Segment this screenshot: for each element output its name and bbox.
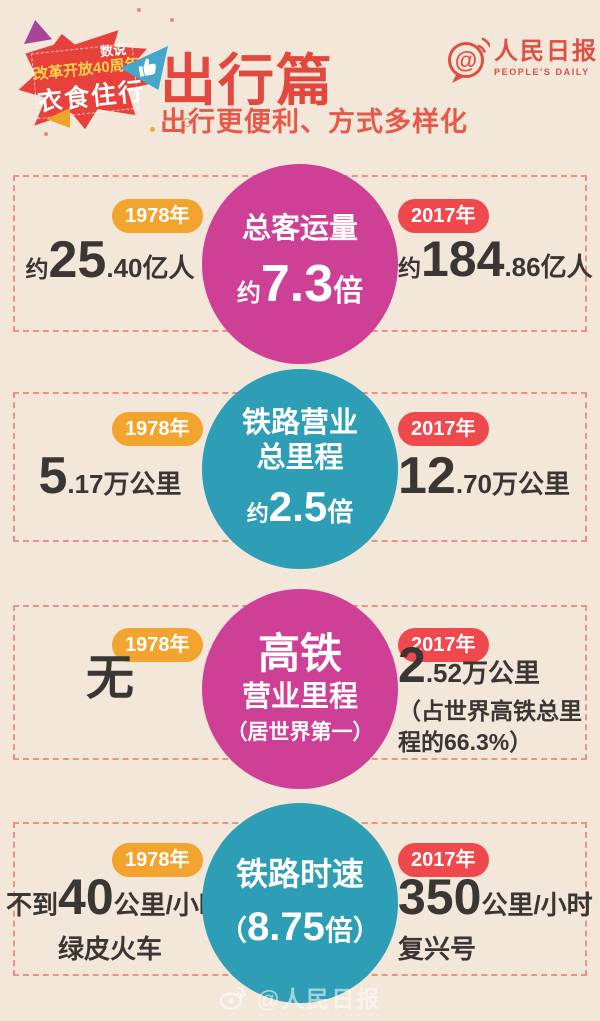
- value-unit: .40亿人: [106, 253, 195, 283]
- metric-subtitle: （居世界第一）: [226, 721, 374, 745]
- logo-subtitle: PEOPLE'S DAILY: [494, 67, 590, 77]
- value-prefix: 约: [398, 255, 421, 281]
- metric-circle-rail-speed: 铁路时速 （8.75倍）: [202, 803, 398, 1003]
- purple-triangle-icon: [24, 20, 52, 44]
- year-badge-1978: 1978年: [112, 412, 203, 446]
- page-title: 出行篇: [160, 49, 334, 112]
- value-2017: 2.52万公里 （占世界高铁总里 程的66.3%）: [398, 640, 588, 758]
- value-1978: 5.17万公里: [12, 450, 208, 502]
- value-note: （占世界高铁总里 程的66.3%）: [398, 698, 582, 756]
- value-unit: .52万公里: [425, 658, 540, 688]
- value-number: 5: [38, 447, 68, 505]
- year-badge-2017: 2017年: [398, 412, 489, 446]
- metric-title: 高铁: [257, 630, 342, 678]
- metric-title-line2: 营业里程: [241, 680, 358, 713]
- decor-dot: [44, 132, 48, 136]
- value-unit: .70万公里: [455, 469, 570, 499]
- value-2017: 约184.86亿人: [398, 234, 594, 284]
- value-number: 2: [398, 637, 426, 693]
- watermark: @人民日报: [0, 980, 600, 1014]
- value-1978: 不到40公里/小时 绿皮火车: [6, 869, 225, 964]
- at-bubble-icon: @: [448, 37, 490, 83]
- metric-circle-passenger-volume: 总客运量 约7.3倍: [202, 164, 398, 364]
- metric-title: 铁路时速: [235, 855, 364, 892]
- value-number: 12: [398, 447, 456, 505]
- watermark-text: @人民日报: [256, 986, 382, 1012]
- value-caption: 复兴号: [398, 934, 477, 964]
- value-unit: .17万公里: [67, 469, 182, 499]
- value-number: 350: [398, 869, 482, 925]
- value-unit: 公里/小时: [481, 890, 593, 920]
- logo-name: 人民日报: [494, 38, 598, 65]
- page-subtitle: 出行更便利、方式多样化: [160, 107, 468, 137]
- decor-dot: [150, 127, 155, 132]
- metric-ratio: 约7.3倍: [236, 255, 364, 314]
- metric-circle-hsr-mileage: 高铁 营业里程 （居世界第一）: [202, 589, 398, 789]
- value-prefix: 不到: [6, 890, 59, 920]
- value-number: 40: [58, 869, 114, 925]
- value-number: 184: [421, 231, 505, 287]
- svg-text:@: @: [455, 47, 477, 73]
- metric-title-line2: 总里程: [256, 441, 344, 474]
- decor-dot: [170, 18, 174, 22]
- metric-ratio: 约2.5倍: [246, 482, 354, 530]
- metric-ratio: （8.75倍）: [219, 905, 381, 950]
- value-number: 无: [85, 652, 134, 705]
- year-badge-2017: 2017年: [398, 843, 489, 877]
- value-1978: 约25.40亿人: [12, 234, 208, 286]
- weibo-icon: [219, 986, 246, 1010]
- metric-title: 总客运量: [241, 213, 358, 246]
- value-2017: 350公里/小时 复兴号: [398, 872, 594, 962]
- value-1978: 无: [12, 655, 208, 703]
- value-number: 25: [48, 231, 107, 289]
- value-unit: .86亿人: [504, 252, 593, 282]
- value-prefix: 约: [25, 256, 49, 282]
- year-badge-1978: 1978年: [112, 628, 203, 662]
- metric-title: 铁路营业: [241, 407, 358, 439]
- year-badge-1978: 1978年: [112, 199, 203, 233]
- peoples-daily-logo: @ 人民日报 PEOPLE'S DAILY: [444, 34, 598, 84]
- value-caption: 绿皮火车: [57, 934, 162, 964]
- decor-ring: [183, 118, 192, 127]
- year-badge-1978: 1978年: [112, 843, 203, 877]
- decor-dot: [137, 8, 141, 12]
- series-badge: 数说 改革开放40周年 衣食住行: [8, 20, 168, 135]
- year-badge-2017: 2017年: [398, 628, 489, 662]
- year-badge-2017: 2017年: [398, 199, 489, 233]
- metric-circle-rail-mileage: 铁路营业 总里程 约2.5倍: [202, 369, 398, 569]
- value-2017: 12.70万公里: [398, 450, 594, 502]
